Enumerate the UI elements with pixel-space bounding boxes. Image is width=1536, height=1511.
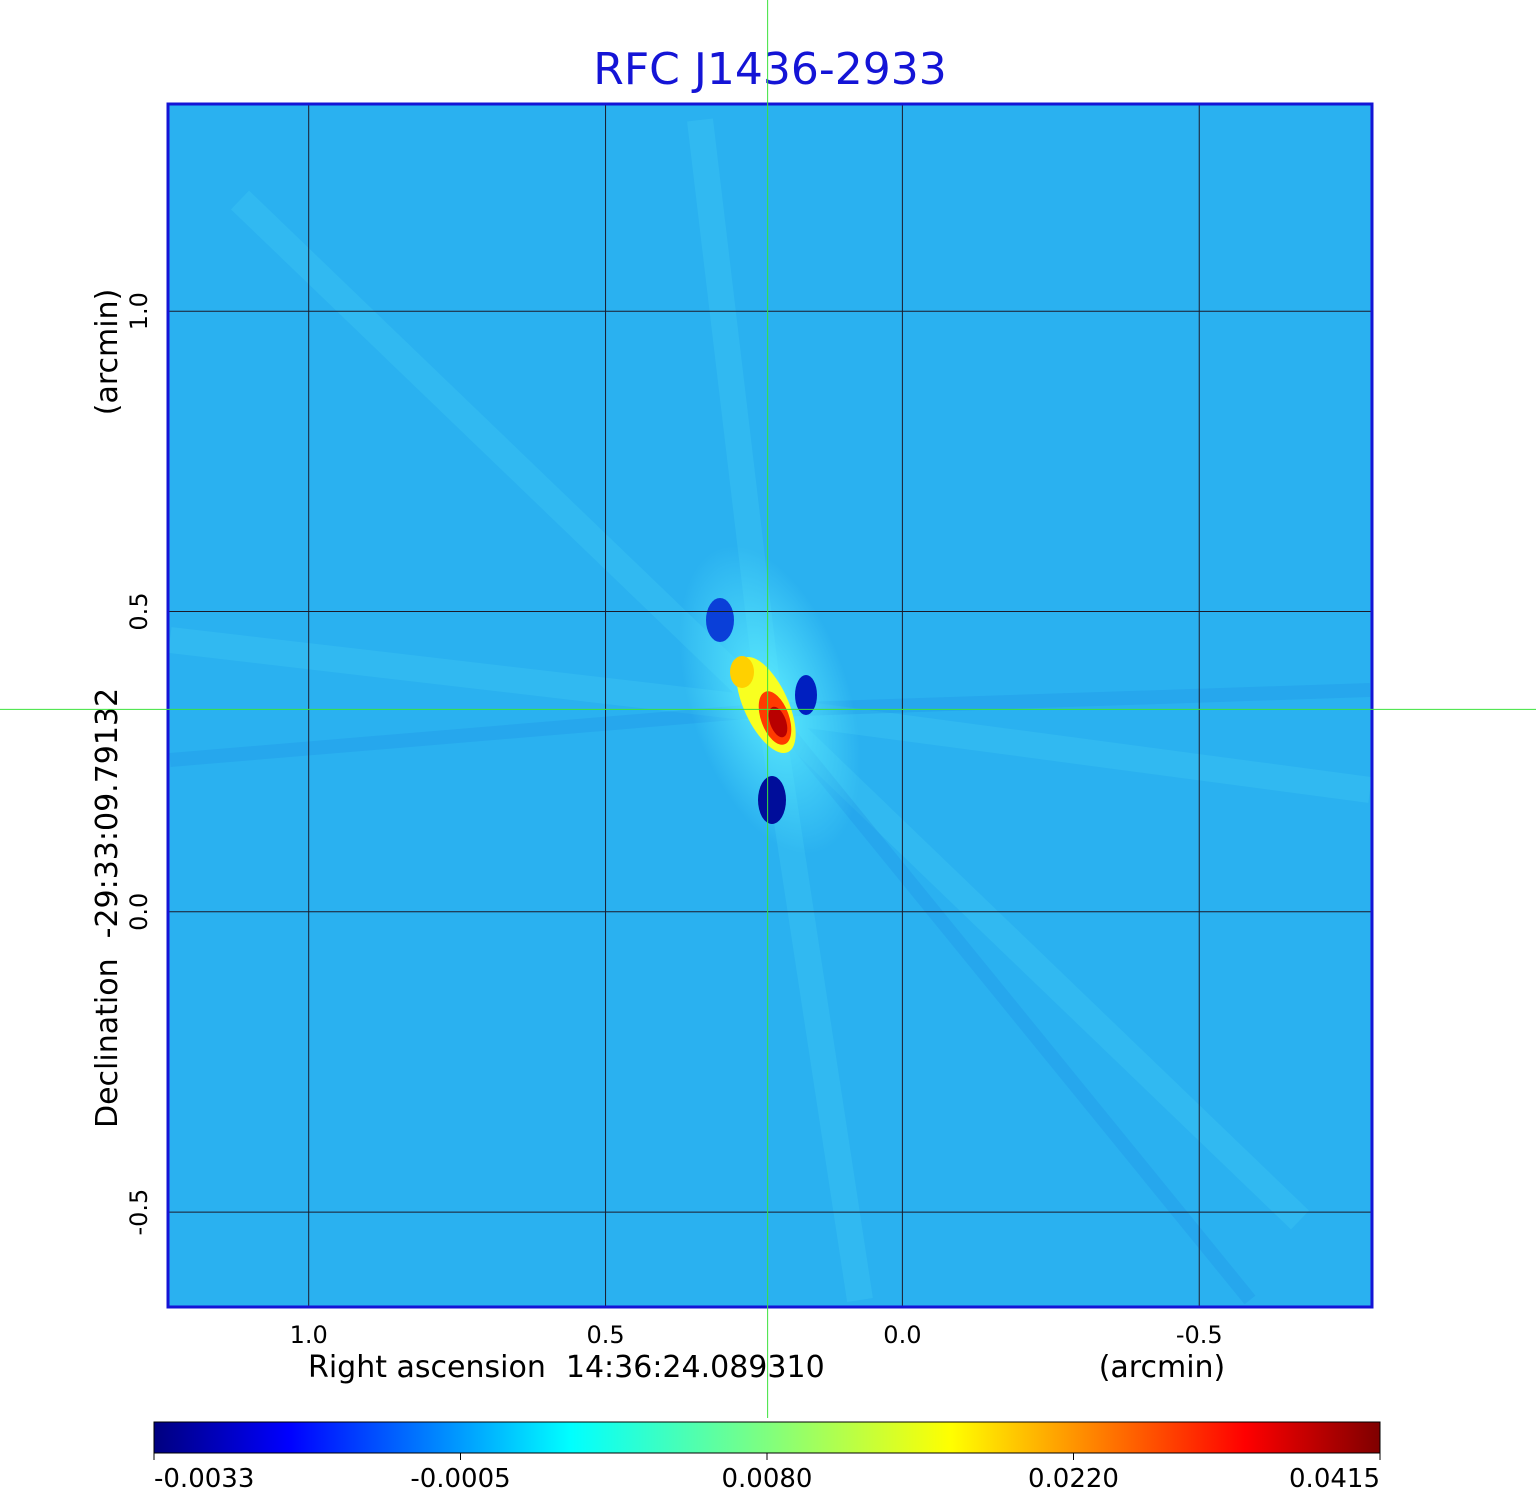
colorbar-tick-label: 0.0220 bbox=[1028, 1464, 1119, 1494]
negative-lobe-upper bbox=[706, 598, 734, 642]
y-tick-labels: 1.0 0.5 0.0 -0.5 bbox=[125, 292, 153, 1235]
x-tick-label: 0.5 bbox=[586, 1321, 624, 1349]
crosshair bbox=[0, 0, 1536, 1418]
source-peak bbox=[768, 706, 788, 738]
x-tick-label: 1.0 bbox=[290, 1321, 328, 1349]
colorbar-tick-label: -0.0033 bbox=[154, 1464, 254, 1494]
x-tick-labels: 1.0 0.5 0.0 -0.5 bbox=[290, 1321, 1223, 1349]
x-tick-label: -0.5 bbox=[1176, 1321, 1223, 1349]
y-axis-label: Declination-29:33:09.79132 bbox=[90, 688, 125, 1128]
colorbar-tick-label: 0.0080 bbox=[722, 1464, 813, 1494]
colorbar bbox=[153, 1421, 1381, 1454]
source-knot bbox=[730, 656, 754, 688]
x-tick-label: 0.0 bbox=[883, 1321, 921, 1349]
y-tick-label: -0.5 bbox=[125, 1189, 153, 1236]
map-frame bbox=[166, 102, 1374, 1309]
coordinate-grid bbox=[168, 104, 1372, 1307]
negative-lobe-right bbox=[795, 675, 817, 715]
y-tick-label: 1.0 bbox=[125, 292, 153, 330]
negative-lobe-lower bbox=[758, 776, 786, 824]
intensity-map bbox=[168, 104, 1372, 1307]
y-tick-label: 0.0 bbox=[125, 893, 153, 931]
y-tick-label: 0.5 bbox=[125, 592, 153, 630]
colorbar-tick-label: 0.0415 bbox=[1289, 1464, 1380, 1494]
plot-title: RFC J1436-2933 bbox=[593, 44, 946, 95]
colorbar-tick-label: -0.0005 bbox=[410, 1464, 510, 1494]
x-axis-unit: (arcmin) bbox=[1099, 1350, 1226, 1385]
colorbar-tick-labels: -0.0033 -0.0005 0.0080 0.0220 0.0415 bbox=[153, 1453, 1381, 1494]
x-axis-label: Right ascension 14:36:24.089310 bbox=[308, 1350, 825, 1385]
y-axis-unit: (arcmin) bbox=[90, 289, 125, 416]
